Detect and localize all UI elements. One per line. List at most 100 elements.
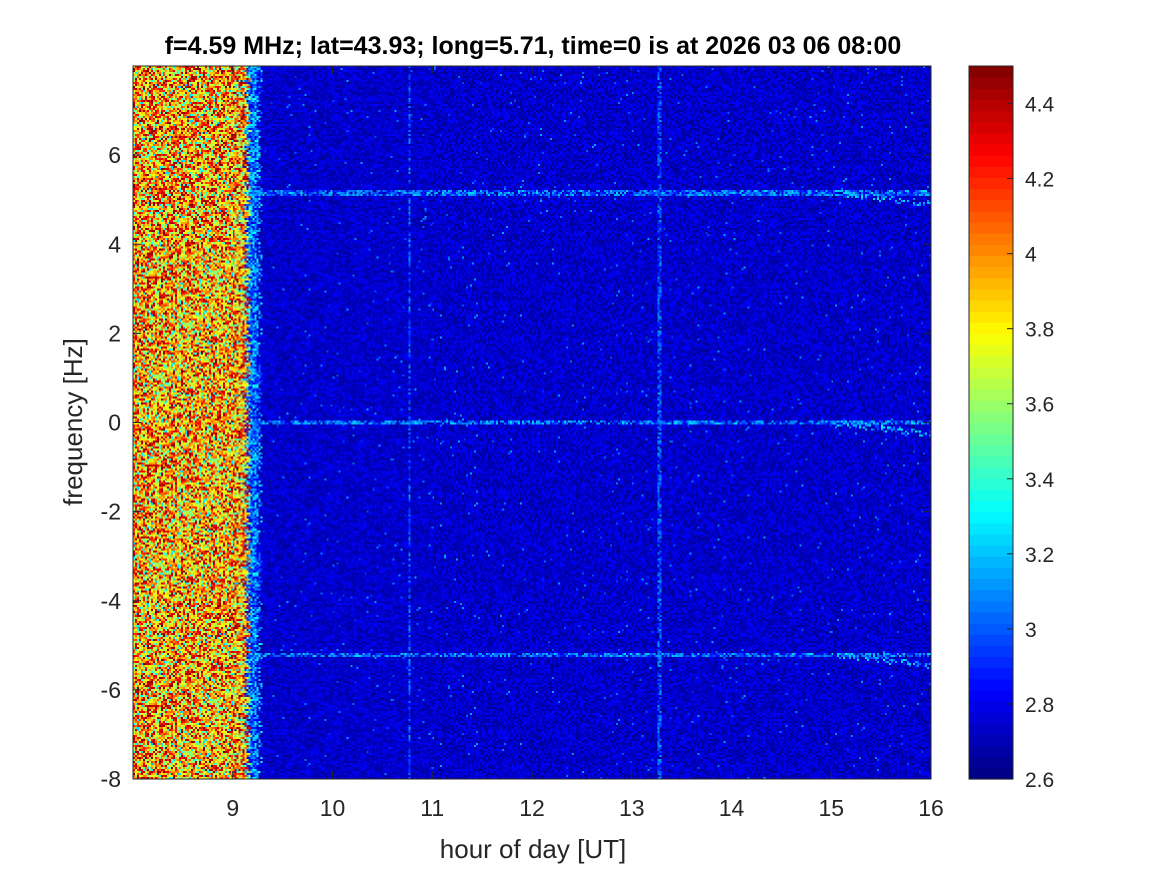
colorbar-swatch (969, 389, 1013, 401)
y-tick-label: 6 (108, 142, 121, 168)
colorbar-swatch (969, 355, 1013, 368)
colorbar-swatch (969, 155, 1013, 167)
colorbar-swatch (969, 767, 1013, 780)
colorbar-swatch (969, 578, 1013, 591)
y-tick-label: 0 (108, 410, 121, 436)
colorbar-swatch (969, 745, 1013, 758)
colorbar-swatch (969, 210, 1013, 223)
colorbar-tick-label: 4.2 (1025, 169, 1054, 192)
y-tick-label: 2 (108, 320, 121, 346)
colorbar-swatch (969, 645, 1013, 658)
colorbar-swatch (969, 77, 1013, 89)
colorbar-swatch (969, 400, 1013, 412)
colorbar-swatch (969, 366, 1013, 379)
colorbar-swatch (969, 467, 1013, 479)
colorbar-swatch (969, 110, 1013, 123)
colorbar-tick-label: 3 (1025, 619, 1037, 642)
x-tick-label: 14 (719, 795, 745, 821)
colorbar-swatch (969, 712, 1013, 724)
y-tick-label: -2 (101, 499, 121, 525)
colorbar-swatch (969, 667, 1013, 680)
colorbar-frame (968, 65, 1014, 780)
colorbar-swatch (969, 589, 1013, 602)
colorbar-swatch (969, 701, 1013, 713)
colorbar-swatch (969, 299, 1013, 312)
colorbar-swatch (969, 689, 1013, 702)
y-tick-label: -4 (101, 588, 122, 614)
colorbar-tick-label: 2.8 (1025, 694, 1054, 717)
colorbar-swatch (969, 266, 1013, 279)
colorbar-swatch (969, 567, 1013, 580)
colorbar-tick-label: 3.2 (1025, 544, 1054, 567)
colorbar-swatch (969, 221, 1013, 234)
x-tick-label: 10 (320, 795, 346, 821)
colorbar-tick-label: 4 (1025, 244, 1037, 267)
colorbar-swatch (969, 277, 1013, 290)
x-axis-label: hour of day [UT] (440, 834, 626, 864)
colorbar-swatch (969, 132, 1013, 145)
colorbar-swatch (969, 99, 1013, 112)
colorbar-swatch (969, 411, 1013, 424)
colorbar-swatch (969, 288, 1013, 301)
colorbar-swatch (969, 188, 1013, 201)
colorbar-swatch (969, 322, 1013, 334)
x-tick-label: 9 (226, 795, 239, 821)
x-tick-label: 11 (420, 795, 444, 821)
y-axis: -8 -6 -4 -2 0 2 4 6 (101, 142, 931, 792)
colorbar-tick-label: 3.6 (1025, 394, 1054, 417)
colorbar-swatch (969, 444, 1013, 457)
colorbar-swatch (969, 634, 1013, 646)
colorbar-swatch (969, 199, 1013, 212)
plot-area (132, 65, 932, 780)
heatmap-raster (133, 66, 931, 779)
x-tick-label: 16 (918, 795, 944, 821)
colorbar-swatch (969, 143, 1013, 156)
colorbar-swatch (969, 244, 1013, 256)
colorbar-swatch (969, 600, 1013, 613)
x-tick-label: 12 (519, 795, 545, 821)
colorbar-swatch (969, 623, 1013, 635)
colorbar-swatch (969, 545, 1013, 557)
colorbar-swatch (969, 433, 1013, 446)
colorbar-swatch (969, 422, 1013, 435)
colorbar-swatch (969, 500, 1013, 513)
colorbar-tick-label: 4.4 (1025, 94, 1055, 117)
x-tick-label: 13 (619, 795, 645, 821)
colorbar-swatch (969, 66, 1013, 78)
colorbar-swatch (969, 756, 1013, 769)
colorbar-swatch (969, 656, 1013, 669)
colorbar-swatch (969, 734, 1013, 747)
colorbar-ticks: 2.6 2.8 3 3.2 3.4 3.6 3.8 4 4.2 4.4 (1007, 94, 1055, 792)
colorbar-tick-label: 3.8 (1025, 319, 1054, 342)
heatmap-image (133, 66, 931, 779)
colorbar-swatch (969, 88, 1013, 101)
colorbar-swatch (969, 121, 1013, 134)
y-tick-label: -6 (101, 677, 121, 703)
colorbar-swatch (969, 678, 1013, 691)
colorbar-swatch (969, 511, 1013, 524)
y-tick-label: 4 (108, 231, 121, 257)
colorbar-swatch (969, 522, 1013, 535)
colorbar-gradient (969, 66, 1013, 780)
colorbar-swatch (969, 723, 1013, 736)
colorbar-swatch (969, 177, 1013, 190)
y-axis-label: frequency [Hz] (58, 338, 88, 506)
colorbar-swatch (969, 255, 1013, 268)
colorbar-tick-label: 2.6 (1025, 769, 1054, 792)
colorbar-swatch (969, 489, 1013, 502)
x-axis: 9 10 11 12 13 14 15 16 (226, 66, 944, 821)
colorbar-swatch (969, 377, 1013, 390)
colorbar-swatch (969, 611, 1013, 624)
colorbar-swatch (969, 478, 1013, 490)
colorbar-tick-label: 3.4 (1025, 469, 1055, 492)
colorbar-swatch (969, 455, 1013, 468)
colorbar-swatch (969, 233, 1013, 245)
chart-title: f=4.59 MHz; lat=43.93; long=5.71, time=0… (165, 32, 902, 60)
colorbar-swatch (969, 333, 1013, 346)
colorbar-swatch (969, 344, 1013, 357)
colorbar-swatch (969, 166, 1013, 179)
x-tick-label: 15 (818, 795, 844, 821)
colorbar-swatch (969, 533, 1013, 546)
colorbar-swatch (969, 311, 1013, 323)
